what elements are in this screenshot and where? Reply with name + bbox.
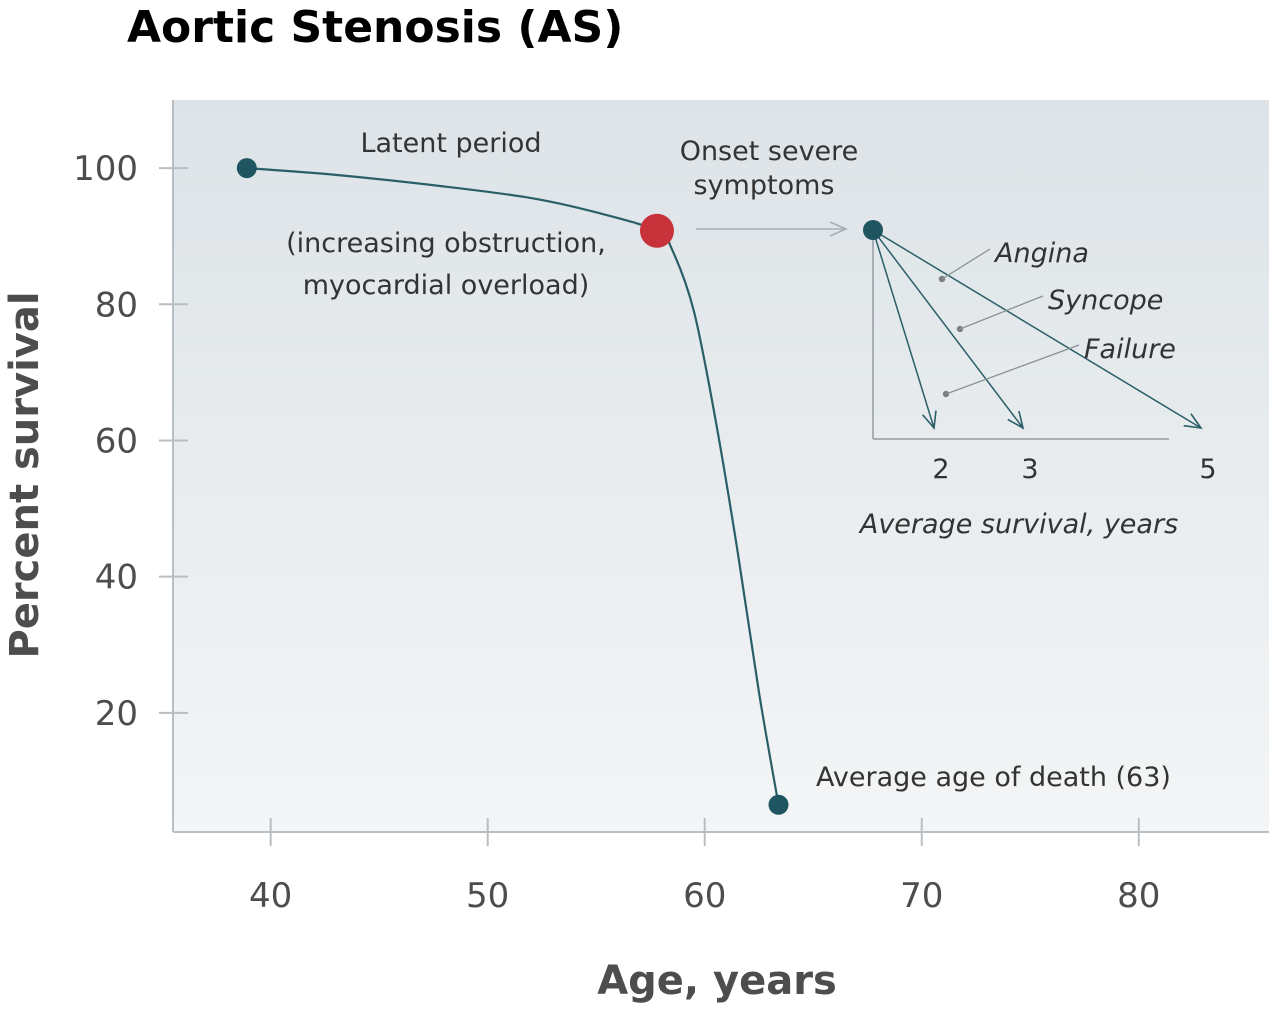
x-tick-label: 70 xyxy=(900,876,943,916)
point-onset xyxy=(639,213,674,248)
inset-label-failure: Failure xyxy=(1084,334,1176,365)
inset-arrow-angina xyxy=(872,229,1203,430)
x-tick-label: 40 xyxy=(249,876,292,916)
inset-arrow-syncope xyxy=(872,229,1025,430)
survival-curve xyxy=(246,166,780,805)
chart-title: Aortic Stenosis (AS) xyxy=(127,2,623,53)
y-tick-label: 60 xyxy=(95,421,138,461)
inset-label-angina: Angina xyxy=(993,238,1089,269)
inset-x-tick-label: 2 xyxy=(932,454,949,485)
y-tick-label: 40 xyxy=(95,558,138,598)
point-start xyxy=(236,158,257,179)
plot-background xyxy=(173,100,1269,832)
inset-label-syncope: Syncope xyxy=(1048,285,1163,316)
point-death xyxy=(768,794,789,815)
obstruction-label-line2: myocardial overload) xyxy=(303,270,590,301)
points-layer xyxy=(236,158,789,815)
y-tick-label: 100 xyxy=(73,149,138,189)
inset-arrow-failure xyxy=(872,229,937,430)
inset-x-tick-label: 5 xyxy=(1199,454,1216,485)
death-label: Average age of death (63) xyxy=(816,762,1171,793)
axes: 40 50 60 70 80 20 40 60 80 100 xyxy=(73,100,1269,916)
inset-chart: 2 3 5 Average survival, years Angina Syncope F… xyxy=(858,220,1217,540)
y-tick-label: 80 xyxy=(95,285,138,325)
obstruction-label-line1: (increasing obstruction, xyxy=(286,228,606,259)
leader-line-syncope xyxy=(959,295,1044,330)
x-tick-label: 80 xyxy=(1117,876,1160,916)
x-tick-label: 60 xyxy=(683,876,726,916)
inset-x-tick-label: 3 xyxy=(1021,454,1038,485)
inset-origin-point xyxy=(863,220,883,240)
curve-layer xyxy=(246,166,780,805)
leader-line-failure xyxy=(945,344,1080,395)
inset-x-axis-label: Average survival, years xyxy=(858,509,1178,540)
latent-period-label: Latent period xyxy=(360,128,541,159)
x-tick-label: 50 xyxy=(466,876,509,916)
onset-label-line1: Onset severe xyxy=(680,136,859,167)
y-axis-label: Percent survival xyxy=(2,291,48,658)
y-tick-label: 20 xyxy=(95,694,138,734)
leader-line-angina xyxy=(941,248,991,280)
onset-label-line2: symptoms xyxy=(694,170,835,201)
x-axis-label: Age, years xyxy=(597,958,837,1004)
